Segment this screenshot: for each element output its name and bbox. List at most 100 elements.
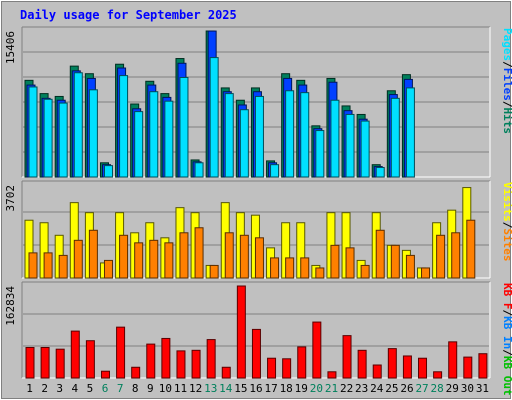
bar-pages-day-1	[28, 86, 38, 178]
x-label-day-31: 31	[476, 382, 489, 395]
legend-entry: /	[501, 61, 512, 68]
legend-entry: Sites	[501, 228, 512, 261]
bar-sites-day-27	[421, 267, 431, 279]
legend-entry: /	[501, 310, 512, 317]
bar-sites-day-6	[103, 259, 113, 279]
bar-pages-day-4	[73, 72, 83, 178]
bar-kb-f-day-29	[448, 341, 458, 379]
x-label-day-16: 16	[249, 382, 262, 395]
legend-kbytes: KB F/KB In/KB Out	[501, 283, 512, 396]
x-label-day-15: 15	[234, 382, 247, 395]
x-label-day-27: 27	[415, 382, 428, 395]
x-axis-labels: 1 2 3 4 5 6 7 8 9 10 11 12 13 14 15 16 17 18 19 20 21 22 23 24 2…	[26, 382, 489, 395]
bar-kb-f-day-13	[206, 339, 216, 379]
bar-pages-day-14	[224, 93, 234, 178]
bar-pages-day-22	[345, 113, 355, 178]
bar-pages-day-26	[405, 87, 415, 178]
y-max-label: 162834	[4, 286, 17, 326]
bar-pages-day-8	[134, 111, 144, 178]
bar-sites-day-29	[451, 232, 461, 279]
bar-pages-day-25	[390, 97, 400, 178]
y-max-label: 3702	[4, 185, 17, 212]
legend-entry: KB Out	[501, 356, 512, 396]
x-label-day-8: 8	[132, 382, 139, 395]
x-label-day-18: 18	[280, 382, 293, 395]
bar-sites-day-14	[224, 232, 234, 279]
bar-pages-day-10	[164, 100, 174, 178]
bar-sites-day-4	[73, 239, 83, 279]
bar-sites-day-24	[375, 229, 385, 279]
x-label-day-9: 9	[147, 382, 154, 395]
x-label-day-26: 26	[400, 382, 413, 395]
bar-kb-f-day-7	[116, 326, 126, 379]
bar-sites-day-13	[209, 264, 219, 279]
x-label-day-20: 20	[310, 382, 323, 395]
bar-kb-f-day-20	[312, 321, 322, 379]
bar-kb-f-day-1	[25, 346, 35, 379]
legend-entry: /	[501, 222, 512, 229]
bar-kb-f-day-4	[70, 330, 80, 379]
bar-kb-f-day-23	[357, 349, 367, 379]
bar-sites-day-10	[164, 242, 174, 279]
bar-kb-f-day-28	[433, 371, 443, 379]
bar-pages-day-5	[88, 89, 98, 178]
bar-kb-f-day-27	[418, 357, 428, 379]
bar-sites-day-23	[360, 264, 370, 279]
x-label-day-12: 12	[189, 382, 202, 395]
bar-pages-day-15	[239, 109, 249, 178]
legend-entry: KB F	[501, 283, 512, 310]
x-label-day-1: 1	[26, 382, 33, 395]
x-label-day-7: 7	[117, 382, 124, 395]
x-label-day-24: 24	[370, 382, 384, 395]
x-label-day-13: 13	[204, 382, 217, 395]
bar-kb-f-day-14	[221, 366, 231, 379]
bar-kb-f-day-2	[40, 346, 50, 379]
bar-sites-day-20	[315, 267, 325, 279]
bar-sites-day-3	[58, 254, 68, 279]
bar-pages-day-21	[330, 99, 340, 178]
bar-pages-day-11	[179, 76, 189, 178]
panel-visits-sites: 3702 Visits/Sites	[4, 180, 512, 279]
bar-pages-day-16	[254, 95, 264, 178]
bar-sites-day-2	[43, 252, 53, 279]
x-label-day-29: 29	[446, 382, 459, 395]
bar-sites-day-16	[254, 237, 264, 279]
bar-pages-day-18	[285, 90, 295, 178]
bar-kb-f-day-22	[342, 335, 352, 379]
x-label-day-25: 25	[385, 382, 398, 395]
x-label-day-23: 23	[355, 382, 368, 395]
bar-kb-f-day-6	[100, 370, 110, 379]
x-label-day-22: 22	[340, 382, 353, 395]
bar-sites-day-5	[88, 229, 98, 279]
bar-pages-day-12	[194, 162, 204, 178]
bar-pages-day-23	[360, 120, 370, 178]
bar-pages-day-3	[58, 102, 68, 178]
bar-pages-day-19	[300, 92, 310, 178]
bar-sites-day-8	[134, 242, 144, 279]
bar-sites-day-26	[405, 254, 415, 279]
x-label-day-11: 11	[174, 382, 187, 395]
bar-kb-f-day-3	[55, 348, 65, 379]
x-label-day-30: 30	[461, 382, 474, 395]
bar-pages-day-24	[375, 167, 385, 178]
bar-kb-f-day-12	[191, 349, 201, 379]
bar-sites-day-11	[179, 232, 189, 279]
bar-sites-day-9	[149, 239, 159, 279]
x-label-day-10: 10	[159, 382, 172, 395]
bar-kb-f-day-18	[282, 358, 292, 379]
x-label-day-17: 17	[264, 382, 277, 395]
legend-entry: Visits	[501, 182, 512, 222]
bar-pages-day-9	[149, 91, 159, 178]
legend-entry: Hits	[501, 108, 512, 135]
legend-entry: KB In	[501, 316, 512, 349]
bar-pages-day-20	[315, 130, 325, 178]
bar-kb-f-day-21	[327, 371, 337, 379]
bar-kb-f-day-8	[131, 366, 141, 379]
bar-pages-day-7	[119, 75, 129, 178]
bar-pages-day-2	[43, 98, 53, 178]
x-label-day-3: 3	[56, 382, 63, 395]
x-label-day-2: 2	[41, 382, 48, 395]
x-label-day-6: 6	[102, 382, 109, 395]
